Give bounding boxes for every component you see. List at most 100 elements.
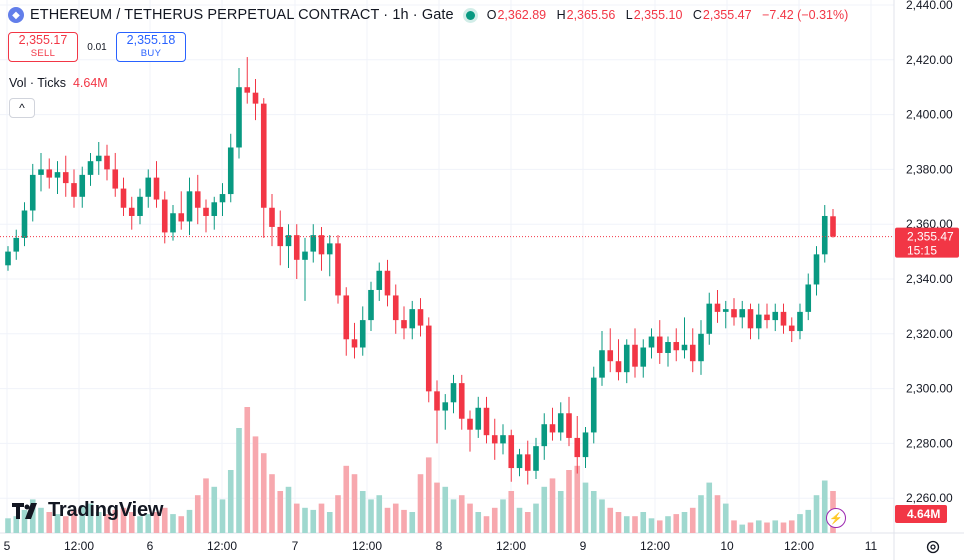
last-volume-tag: 4.64M (895, 505, 947, 523)
volume-bar (71, 509, 77, 533)
candle-body (112, 169, 119, 189)
candle-body (797, 311, 803, 332)
volume-bar (161, 507, 168, 533)
spread-value: 0.01 (87, 41, 107, 53)
candle-body (46, 169, 53, 178)
candle-body (747, 309, 754, 329)
volume-bar (335, 495, 341, 533)
volume-bar (54, 514, 61, 533)
candle-body (722, 309, 729, 312)
price-tick-label: 2,340.00 (906, 272, 953, 286)
volume-bar (211, 486, 218, 533)
lightning-icon[interactable]: ⚡ (826, 508, 846, 528)
candle-body (648, 336, 655, 348)
candle-body (632, 344, 638, 367)
candle-body (731, 309, 737, 318)
candle-body (244, 87, 251, 93)
candle-body (145, 177, 152, 197)
time-tick-label: 12:00 (784, 539, 814, 553)
ohlc-change: −7.42 (−0.31%) (762, 8, 849, 22)
candle-body (13, 237, 20, 252)
candle-body (236, 87, 242, 148)
volume-bar (112, 509, 119, 533)
volume-bar (21, 509, 28, 533)
candle-body (706, 303, 713, 334)
volume-bar (714, 495, 721, 533)
symbol-title[interactable]: ETHEREUM / TETHERUS PERPETUAL CONTRACT ·… (30, 7, 454, 23)
volume-bar (87, 503, 94, 533)
candle-body (269, 207, 275, 227)
candle-body (285, 235, 292, 247)
volume-bar (219, 499, 226, 533)
candle-body (71, 183, 77, 197)
volume-bar (508, 491, 515, 533)
price-tick-label: 2,440.00 (906, 0, 953, 12)
volume-bar (178, 516, 185, 533)
candle-body (508, 435, 515, 469)
volume-bar (467, 503, 473, 533)
volume-bar (227, 470, 234, 533)
market-open-indicator[interactable] (465, 10, 475, 20)
volume-bar (351, 474, 358, 533)
ethereum-icon[interactable]: ◆ (8, 7, 24, 23)
candle-body (467, 418, 473, 430)
buy-button[interactable]: 2,355.18 BUY (116, 32, 186, 62)
time-tick-label: 9 (580, 539, 587, 553)
ohlc-close-value: 2,355.47 (702, 8, 752, 22)
volume-bar (458, 495, 465, 533)
candle-body (104, 155, 110, 170)
price-candles (5, 57, 836, 485)
volume-bar (137, 516, 143, 533)
candle-body (153, 177, 160, 200)
time-tick-label: 11 (865, 539, 878, 553)
volume-bar (615, 512, 622, 533)
candle-body (310, 235, 317, 252)
volume-bar (805, 509, 812, 533)
volume-bar (821, 480, 828, 533)
candle-body (326, 243, 333, 255)
candle-body (623, 344, 630, 373)
volume-legend-label: Vol · Ticks (9, 76, 66, 90)
volume-bar (533, 503, 539, 533)
volume-bar (95, 512, 102, 533)
volume-bar (285, 486, 292, 533)
price-tick-label: 2,400.00 (906, 108, 953, 122)
candle-body (673, 342, 680, 351)
candle-body (343, 295, 350, 340)
gear-icon[interactable] (925, 539, 941, 555)
volume-bar (797, 514, 803, 533)
candle-body (79, 174, 86, 197)
ohlc-low-value: 2,355.10 (633, 8, 683, 22)
volume-bar (5, 518, 11, 533)
volume-bar (722, 503, 729, 533)
ohlc-close-key: C (692, 8, 702, 22)
time-tick-label: 12:00 (352, 539, 382, 553)
volume-bar (450, 499, 457, 533)
candle-body (500, 435, 506, 444)
candle-body (318, 235, 325, 255)
candle-body (698, 333, 704, 362)
candle-body (219, 194, 226, 203)
volume-bar (747, 522, 754, 533)
buy-price: 2,355.18 (126, 33, 176, 47)
candle-body (780, 311, 787, 326)
volume-bar (566, 470, 572, 533)
sell-button[interactable]: 2,355.17 SELL (8, 32, 78, 62)
volume-bar (269, 474, 275, 533)
volume-legend[interactable]: Vol · Ticks 4.64M (9, 76, 108, 90)
candle-body (417, 309, 424, 326)
candle-body (772, 311, 779, 321)
volume-bar (665, 516, 671, 533)
volume-bar (582, 482, 589, 533)
volume-bar (392, 503, 399, 533)
tradingview-logo[interactable]: TradingView (12, 499, 163, 522)
volume-bar (62, 516, 69, 533)
volume-bar (500, 499, 506, 533)
candle-body (475, 407, 482, 430)
candle-body (450, 383, 457, 403)
collapse-legend-button[interactable]: ^ (9, 98, 35, 118)
volume-bar (788, 520, 795, 533)
volume-bar (764, 522, 770, 533)
volume-bar (368, 499, 374, 533)
